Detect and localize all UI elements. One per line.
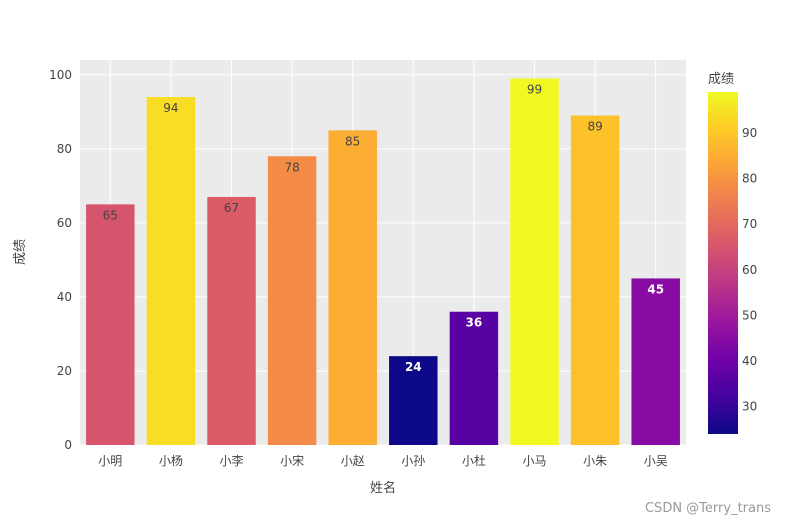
bar-data-label: 99: [527, 83, 542, 97]
bar-data-label: 85: [345, 134, 360, 148]
bar-小孙: [389, 356, 438, 445]
x-tick-label: 小杨: [159, 453, 183, 468]
x-tick-label: 小吴: [644, 454, 668, 468]
bar-data-label: 94: [163, 101, 178, 115]
y-tick-label: 60: [57, 216, 72, 230]
bar-小赵: [328, 130, 377, 445]
colorbar-gradient: [708, 92, 738, 434]
bar-小杨: [146, 97, 196, 446]
y-tick-label: 20: [57, 364, 72, 378]
bar-data-label: 78: [284, 160, 299, 174]
colorbar-tick-label: 90: [742, 126, 757, 140]
x-tick-label: 小李: [219, 453, 243, 468]
bar-小宋: [267, 156, 317, 445]
bar-小杜: [449, 311, 499, 445]
bar-data-label: 67: [224, 201, 239, 215]
colorbar-tick-label: 80: [742, 172, 757, 186]
y-tick-label: 40: [57, 290, 72, 304]
x-tick-label: 小朱: [583, 454, 607, 468]
x-axis-title: 姓名: [370, 480, 396, 496]
x-axis-tick-labels: 小明 小杨 小李 小宋 小赵 小孙 小杜 小马 小朱 小吴: [98, 453, 667, 468]
colorbar-tick-label: 60: [742, 263, 757, 277]
colorbar: 30 40 50 60 70 80 90: [708, 92, 757, 434]
y-tick-label: 80: [57, 142, 72, 156]
colorbar-tick-label: 40: [742, 354, 757, 368]
bar-data-label: 24: [405, 360, 422, 374]
bar-data-label: 89: [587, 120, 602, 134]
x-tick-label: 小马: [522, 454, 546, 468]
x-tick-label: 小杜: [462, 453, 486, 468]
bar-小朱: [570, 115, 620, 446]
colorbar-tick-label: 70: [742, 217, 757, 231]
colorbar-title: 成绩: [708, 72, 734, 87]
x-tick-label: 小孙: [401, 454, 425, 468]
x-tick-label: 小宋: [280, 453, 304, 468]
y-tick-label: 0: [64, 438, 72, 452]
y-axis-tick-labels: 0 20 40 60 80 100: [49, 68, 72, 452]
colorbar-tick-label: 50: [742, 308, 757, 322]
colorbar-tick-label: 30: [742, 400, 757, 414]
x-tick-label: 小明: [98, 454, 122, 468]
bars: 65 94 67 78 85 24 36 99 89 45: [86, 78, 680, 446]
bar-小吴: [631, 278, 680, 445]
watermark: CSDN @Terry_trans: [644, 501, 771, 516]
y-tick-label: 100: [49, 68, 72, 82]
bar-小明: [86, 204, 135, 445]
bar-data-label: 45: [647, 282, 664, 296]
x-tick-label: 小赵: [341, 454, 365, 468]
bar-小马: [510, 78, 559, 445]
bar-data-label: 65: [103, 208, 118, 222]
bar-小李: [207, 196, 256, 445]
bar-data-label: 36: [466, 316, 483, 330]
y-axis-title: 成绩: [13, 239, 28, 265]
